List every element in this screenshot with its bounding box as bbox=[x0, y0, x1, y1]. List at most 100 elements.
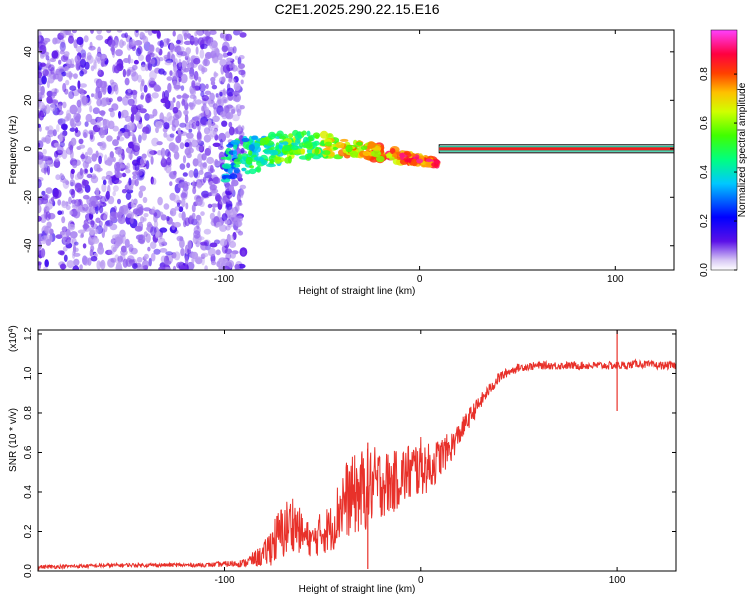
noise-cell bbox=[175, 39, 181, 45]
noise-cell bbox=[145, 160, 150, 170]
transition-cell bbox=[237, 153, 243, 160]
noise-cell bbox=[136, 171, 143, 176]
noise-cell bbox=[116, 135, 121, 141]
noise-cell bbox=[179, 264, 186, 270]
noise-cell bbox=[163, 267, 172, 270]
snr-xtick-label: 100 bbox=[609, 575, 626, 586]
noise-cell bbox=[137, 122, 143, 129]
noise-cell bbox=[116, 30, 123, 33]
transition-cell bbox=[253, 145, 262, 153]
transition-cell bbox=[226, 143, 234, 148]
noise-cell bbox=[121, 109, 129, 119]
noise-cell bbox=[51, 50, 59, 59]
noise-cell bbox=[193, 230, 201, 239]
noise-cell bbox=[50, 197, 55, 202]
noise-cell bbox=[204, 90, 212, 96]
spectrogram-xtick-label: -100 bbox=[214, 274, 234, 285]
noise-cell bbox=[79, 83, 88, 88]
transition-cell bbox=[297, 131, 302, 139]
noise-cell bbox=[117, 149, 125, 158]
noise-cell bbox=[38, 261, 42, 266]
noise-cell bbox=[43, 194, 50, 200]
noise-cell bbox=[103, 223, 108, 233]
noise-cell bbox=[167, 51, 171, 61]
spectrogram-ytick-label: 40 bbox=[23, 46, 34, 58]
noise-cell bbox=[89, 227, 95, 236]
noise-cell bbox=[90, 219, 95, 228]
noise-cell bbox=[177, 46, 185, 52]
noise-cell bbox=[126, 213, 132, 218]
noise-cell bbox=[127, 152, 134, 159]
noise-cell bbox=[88, 45, 96, 51]
snr-x-axis-label: Height of straight line (km) bbox=[299, 584, 416, 595]
noise-cell bbox=[107, 85, 112, 94]
transition-cell bbox=[307, 135, 314, 142]
noise-cell bbox=[96, 86, 99, 92]
noise-cell bbox=[218, 257, 227, 263]
transition-cell bbox=[313, 140, 320, 146]
noise-cell bbox=[122, 96, 129, 106]
noise-cell bbox=[142, 196, 148, 204]
colorbar-tick-label: 0.2 bbox=[699, 214, 710, 228]
noise-cell bbox=[88, 130, 96, 136]
noise-cell bbox=[225, 71, 230, 79]
noise-cell bbox=[120, 245, 127, 253]
noise-cell bbox=[82, 243, 87, 249]
noise-cell bbox=[225, 203, 233, 211]
transition-cell bbox=[227, 167, 233, 174]
noise-cell bbox=[236, 215, 243, 222]
noise-cell bbox=[158, 266, 166, 270]
noise-cell bbox=[221, 120, 228, 127]
transition-cell bbox=[278, 142, 283, 150]
noise-cell bbox=[74, 127, 79, 134]
noise-cell bbox=[146, 114, 155, 119]
noise-cell bbox=[72, 161, 78, 169]
noise-cell bbox=[199, 241, 208, 246]
snr-ytick-label: 0.6 bbox=[23, 445, 34, 459]
noise-cell bbox=[59, 263, 67, 270]
noise-cell bbox=[132, 263, 138, 270]
noise-cell bbox=[81, 203, 89, 212]
noise-cell bbox=[81, 52, 86, 61]
noise-cell bbox=[230, 78, 236, 84]
noise-cell bbox=[71, 200, 80, 208]
noise-cell bbox=[212, 103, 218, 110]
noise-cell bbox=[215, 93, 219, 98]
noise-cell bbox=[234, 55, 239, 60]
noise-cell bbox=[183, 32, 188, 41]
noise-cell bbox=[125, 192, 132, 201]
noise-cell bbox=[210, 190, 217, 197]
noise-cell bbox=[186, 132, 194, 139]
noise-cell bbox=[149, 150, 158, 156]
noise-cell bbox=[189, 36, 197, 42]
noise-cell bbox=[212, 176, 221, 185]
noise-cell bbox=[65, 109, 71, 120]
noise-cell bbox=[135, 47, 142, 57]
noise-cell bbox=[143, 213, 149, 218]
noise-cell bbox=[219, 155, 226, 165]
noise-cell bbox=[110, 244, 119, 251]
noise-cell bbox=[189, 87, 197, 96]
noise-cell bbox=[204, 171, 212, 179]
noise-cell bbox=[167, 151, 172, 159]
noise-cell bbox=[69, 104, 78, 115]
noise-cell bbox=[193, 181, 197, 189]
noise-cell bbox=[145, 93, 151, 104]
noise-cell bbox=[40, 214, 47, 224]
noise-cell bbox=[222, 88, 226, 96]
noise-cell bbox=[191, 122, 197, 130]
noise-cell bbox=[198, 76, 202, 83]
transition-cell bbox=[371, 147, 381, 151]
noise-cell bbox=[117, 130, 123, 137]
noise-cell bbox=[174, 206, 180, 211]
snr-ticks: -100 0 100 0.0 0.2 0.4 0.6 0.8 1.0 1.2 bbox=[23, 327, 676, 586]
noise-cell bbox=[200, 211, 205, 217]
noise-cell bbox=[211, 44, 219, 54]
transition-cell bbox=[371, 149, 382, 158]
noise-cell bbox=[41, 190, 46, 196]
noise-cell bbox=[109, 223, 118, 231]
noise-cell bbox=[185, 202, 189, 210]
noise-cell bbox=[230, 210, 236, 218]
noise-cell bbox=[42, 148, 47, 155]
noise-cell bbox=[60, 39, 66, 48]
